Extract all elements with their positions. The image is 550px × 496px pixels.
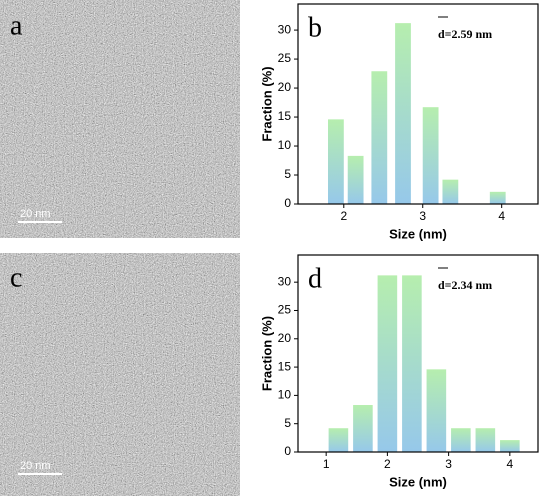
bar xyxy=(451,428,471,452)
bar xyxy=(377,275,398,452)
x-axis-label: Size (nm) xyxy=(389,474,447,489)
bar xyxy=(442,179,459,204)
image-texture xyxy=(0,253,240,496)
x-tick-label: 2 xyxy=(384,457,391,471)
bar xyxy=(475,428,496,452)
y-tick-label: 5 xyxy=(284,416,291,430)
y-tick-label: 10 xyxy=(278,388,292,402)
y-tick-label: 0 xyxy=(284,196,291,210)
bar xyxy=(328,428,349,452)
bar xyxy=(328,119,344,204)
y-tick-label: 30 xyxy=(278,274,292,288)
bar xyxy=(500,440,520,452)
y-tick-label: 15 xyxy=(278,109,292,123)
y-axis-label: Fraction (%) xyxy=(259,66,274,141)
y-tick-label: 0 xyxy=(284,444,291,458)
bar xyxy=(489,191,506,204)
annotation: d=2.34 nm xyxy=(438,278,492,292)
tem-image-a: a 20 nm xyxy=(0,0,240,238)
panel-letter: b xyxy=(308,12,322,43)
histogram: 0 5 10 15 20 25 30 1 2 3 4 Size (nm) Fraction (%) d d=… xyxy=(259,254,539,489)
x-tick-label: 3 xyxy=(445,457,452,471)
x-axis-label: Size (nm) xyxy=(389,226,447,241)
bar xyxy=(422,107,439,204)
image-texture xyxy=(0,0,240,238)
bar xyxy=(353,405,373,452)
y-axis-label: Fraction (%) xyxy=(259,316,274,391)
y-tick-label: 5 xyxy=(284,167,291,181)
y-tick-label: 15 xyxy=(278,359,292,373)
x-tick-label: 1 xyxy=(323,457,330,471)
y-tick-label: 20 xyxy=(278,331,292,345)
tem-image-c: c 20 nm xyxy=(0,253,240,496)
axes-frame xyxy=(297,254,539,453)
bar xyxy=(371,71,388,205)
x-tick-label: 2 xyxy=(340,209,347,223)
y-tick-label: 30 xyxy=(278,22,292,36)
x-tick-label: 3 xyxy=(419,209,426,223)
y-tick-label: 10 xyxy=(278,138,292,152)
axes-frame xyxy=(297,3,539,205)
panel-letter: a xyxy=(10,10,23,41)
y-tick-label: 20 xyxy=(278,80,292,94)
bar xyxy=(402,275,422,452)
y-tick-label: 25 xyxy=(278,51,292,65)
scale-bar-label: 20 nm xyxy=(20,208,51,220)
bar xyxy=(426,369,447,452)
bar xyxy=(395,23,411,205)
x-tick-label: 4 xyxy=(506,457,513,471)
scale-bar-label: 20 nm xyxy=(20,460,51,472)
y-tick-label: 25 xyxy=(278,303,292,317)
panel-letter: d xyxy=(308,263,322,294)
bar xyxy=(347,155,364,204)
histogram: 0 5 10 15 20 25 30 2 3 4 Size (nm) Fraction (%) b d=2… xyxy=(259,3,539,241)
annotation: d=2.59 nm xyxy=(438,27,492,41)
x-tick-label: 4 xyxy=(498,209,505,223)
panel-letter: c xyxy=(10,262,22,293)
